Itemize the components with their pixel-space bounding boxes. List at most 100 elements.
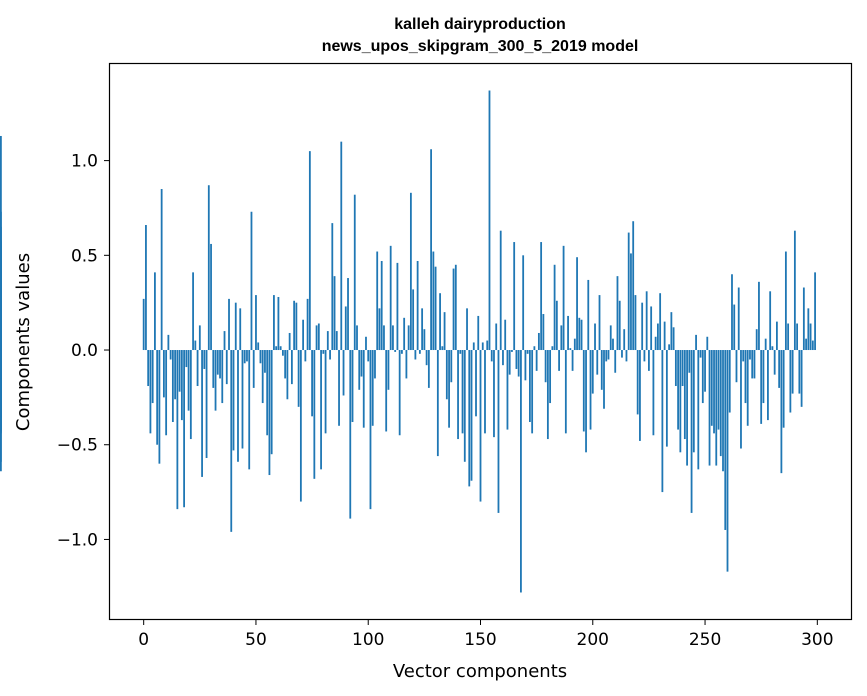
bar — [654, 336, 657, 351]
bar — [526, 350, 529, 354]
bar — [713, 350, 715, 434]
bar — [529, 350, 531, 422]
bar — [537, 332, 540, 351]
bar — [290, 350, 293, 385]
bar — [782, 350, 785, 428]
bar — [502, 350, 504, 366]
bar — [683, 350, 686, 440]
bar — [542, 314, 545, 351]
y-tick-label: 0.0 — [71, 341, 98, 361]
y-tick-label: 0.5 — [71, 246, 98, 266]
bar — [457, 350, 459, 440]
bar — [558, 350, 560, 371]
bar — [371, 350, 374, 426]
bar — [789, 350, 792, 413]
bar — [773, 350, 776, 375]
bar — [232, 350, 235, 451]
x-tick-label: 150 — [464, 630, 496, 650]
bar — [403, 317, 406, 351]
bar — [609, 325, 612, 351]
bar — [201, 350, 203, 477]
y-tick-label: −1.0 — [57, 530, 98, 550]
bar — [273, 295, 275, 351]
bar — [749, 350, 751, 360]
bar — [398, 350, 401, 436]
bar — [670, 312, 673, 351]
bar — [481, 342, 484, 351]
bar — [407, 325, 410, 351]
bar — [571, 350, 574, 371]
bar — [257, 342, 260, 351]
bar — [578, 317, 581, 351]
bar — [219, 350, 221, 379]
bar — [576, 257, 578, 351]
bar — [441, 346, 444, 351]
bar — [690, 350, 693, 513]
bar — [475, 350, 477, 417]
x-tick-label: 100 — [352, 630, 384, 650]
bar — [562, 245, 565, 351]
bar — [731, 274, 733, 351]
bar — [210, 243, 212, 351]
bar — [466, 308, 468, 351]
bar — [809, 323, 812, 351]
bar — [421, 308, 424, 351]
bar — [351, 350, 354, 422]
bar — [180, 350, 183, 421]
bar — [264, 350, 266, 373]
bar — [591, 350, 594, 394]
bar — [567, 315, 569, 351]
bar — [250, 211, 253, 351]
bar — [621, 350, 623, 358]
bar — [216, 350, 219, 375]
bar — [506, 350, 509, 430]
bar — [555, 300, 558, 351]
bar — [798, 350, 801, 394]
bar — [598, 295, 601, 351]
bar — [497, 350, 500, 513]
bar — [652, 350, 655, 436]
bar — [499, 230, 502, 351]
bar — [639, 350, 641, 441]
bar — [362, 350, 365, 428]
bar — [387, 350, 390, 390]
bar — [192, 272, 194, 351]
bar — [416, 261, 419, 351]
bar — [425, 350, 428, 366]
bar — [414, 350, 417, 360]
bar — [340, 141, 343, 351]
bar — [356, 325, 358, 351]
bar — [551, 346, 554, 351]
bar — [259, 350, 262, 364]
bar — [717, 350, 720, 430]
bar — [261, 350, 264, 404]
bar — [778, 350, 781, 388]
bar — [162, 350, 165, 398]
bar — [733, 304, 736, 351]
bar — [814, 272, 816, 351]
bar — [0, 226, 2, 351]
bar — [618, 300, 621, 351]
bar — [214, 350, 217, 411]
bar — [412, 289, 415, 351]
bar — [320, 350, 322, 470]
bar — [672, 327, 675, 351]
bar — [791, 350, 794, 394]
bar — [632, 221, 635, 351]
bar — [221, 350, 224, 404]
bar — [468, 350, 471, 487]
bar — [252, 350, 255, 388]
bar — [0, 310, 2, 351]
bar — [605, 350, 608, 362]
bar — [708, 350, 711, 466]
bar — [450, 350, 453, 383]
bar — [742, 350, 745, 362]
bar — [535, 350, 538, 371]
bar — [486, 340, 489, 351]
bar — [692, 350, 695, 453]
y-axis-ticks: −1.0 −0.5 0.0 0.5 1.0 — [57, 152, 110, 550]
bar — [470, 350, 473, 481]
bar — [737, 287, 740, 351]
bar — [648, 350, 650, 371]
